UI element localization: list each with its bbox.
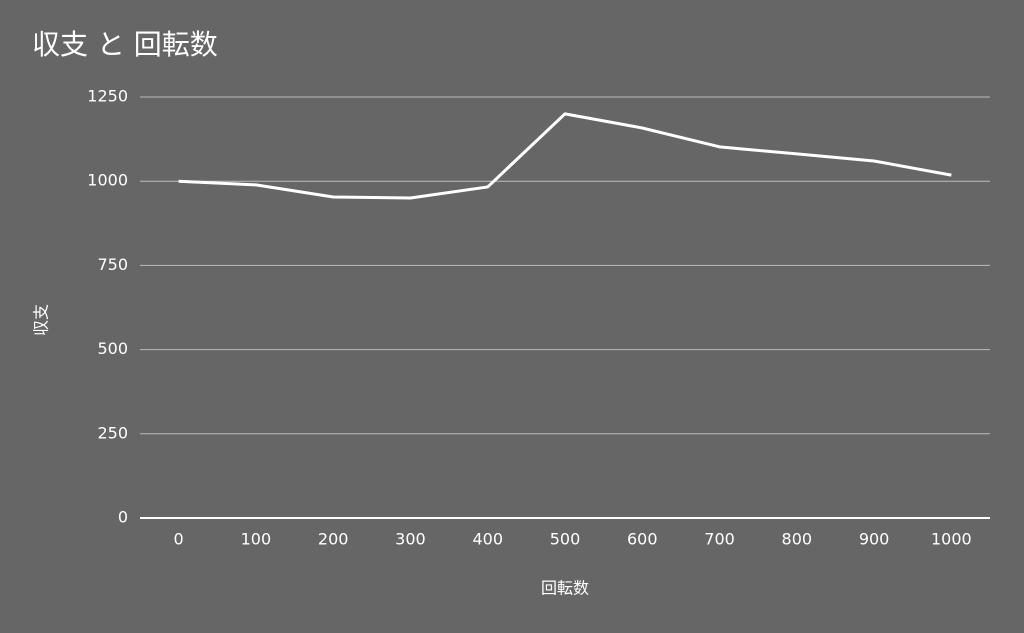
y-tick-label: 250 [97, 423, 128, 442]
x-tick-label: 800 [782, 530, 813, 549]
y-tick-label: 0 [118, 508, 128, 527]
chart-title: 収支 と 回転数 [32, 28, 218, 61]
x-tick-label: 0 [174, 530, 184, 549]
x-tick-label: 700 [704, 530, 735, 549]
y-axis-label: 収支 [32, 304, 51, 336]
x-tick-label: 100 [241, 530, 272, 549]
y-tick-label: 1250 [87, 87, 128, 106]
y-tick-label: 1000 [87, 171, 128, 190]
y-tick-label: 500 [97, 339, 128, 358]
x-tick-label: 300 [395, 530, 426, 549]
x-axis-label: 回転数 [541, 579, 589, 598]
data-line [178, 112, 952, 200]
x-tick-label: 600 [627, 530, 658, 549]
x-tick-label: 400 [472, 530, 503, 549]
y-tick-label: 750 [97, 255, 128, 274]
x-tick-label: 500 [550, 530, 581, 549]
x-tick-label: 1000 [931, 530, 972, 549]
x-tick-label: 900 [859, 530, 890, 549]
x-tick-label: 200 [318, 530, 349, 549]
